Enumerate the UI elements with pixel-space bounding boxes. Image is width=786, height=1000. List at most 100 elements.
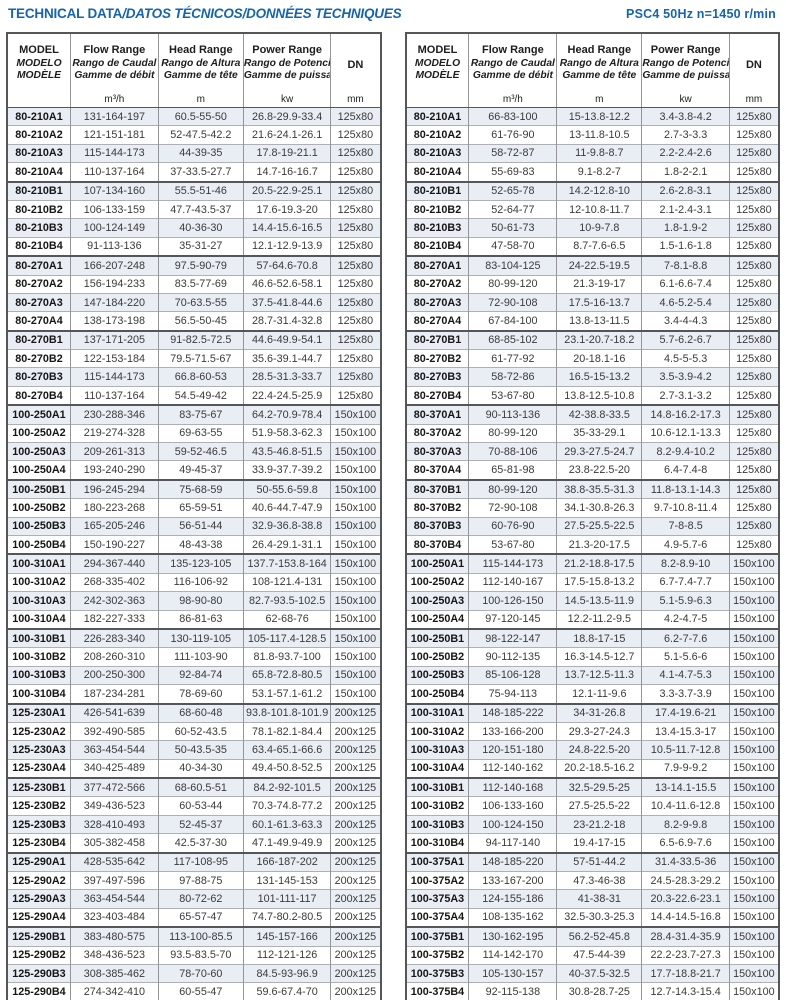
table-row: 125-290A1 428-535-642 117-108-95 166-187-20… [6, 851, 381, 872]
power-cell: 14.4-15.6-16.5 [242, 218, 332, 238]
table-row: 100-250A3 209-261-313 59-52-46.5 43.5-46.8-… [6, 442, 381, 461]
head-cell: 60-55-47 [157, 982, 244, 1000]
model-cell: 100-310B4 [6, 684, 71, 704]
model-cell: 80-210B1 [6, 180, 71, 201]
model-cell: 80-370A3 [404, 442, 470, 461]
flow-cell: 80-99-120 [468, 274, 558, 294]
flow-cell: 377-472-566 [69, 777, 159, 797]
power-cell: 4.1-4.7-5.3 [641, 665, 730, 685]
head-cell: 29.3-27-24.3 [556, 721, 643, 741]
model-cell: 125-230B3 [6, 814, 71, 834]
table-row: 100-250B1 196-245-294 75-68-59 50-55.6-59.8… [6, 478, 381, 499]
flow-cell: 61-77-92 [468, 349, 558, 368]
model-cell: 100-250A4 [404, 609, 470, 629]
col-header-flow: Flow Range Rango de Caudal Gamme de débi… [468, 33, 558, 91]
table-row: 100-250B1 98-122-147 18.8-17-15 6.2-7-7.6 15… [404, 627, 780, 648]
table-row: 125-230B3 328-410-493 52-45-37 60.1-61.3-63… [6, 814, 381, 834]
table-row: 80-270B3 58-72-86 16.5-15-13.2 3.5-3.9-4.2 1… [404, 367, 780, 387]
unit-model [6, 91, 71, 108]
power-cell: 8.2-9.4-10.2 [641, 442, 730, 461]
dn-cell: 125x80 [728, 218, 780, 238]
table-row: 80-210B1 52-65-78 14.2-12.8-10 2.6-2.8-3.1 1… [404, 180, 780, 201]
flow-cell: 133-167-200 [468, 871, 558, 890]
model-cell: 80-370B4 [404, 534, 470, 555]
model-cell: 80-270A2 [6, 274, 71, 294]
model-cell: 100-250B3 [6, 516, 71, 536]
table-row: 100-250B2 90-112-135 16.3-14.5-12.7 5.1-5.6… [404, 647, 780, 667]
flow-cell: 90-112-135 [468, 647, 558, 667]
table-row: 100-250A4 97-120-145 12.2-11.2-9.5 4.2-4.7-… [404, 609, 780, 629]
head-cell: 14.2-12.8-10 [556, 180, 643, 201]
head-cell: 13.8-13-11.5 [556, 311, 643, 331]
power-cell: 131-145-153 [242, 871, 332, 890]
flow-cell: 294-367-440 [69, 553, 159, 574]
flow-cell: 50-61-73 [468, 218, 558, 238]
dn-cell: 200x125 [330, 851, 381, 872]
power-cell: 6.5-6.9-7.6 [641, 833, 730, 853]
model-cell: 80-210B2 [6, 199, 71, 219]
table-row: 100-375A3 124-155-186 41-38-31 20.3-22.6-23… [404, 889, 780, 909]
table-row: 125-290B4 274-342-410 60-55-47 59.6-67.4-70… [6, 982, 381, 1000]
model-cell: 125-230B4 [6, 833, 71, 853]
dn-cell: 125x80 [330, 274, 381, 294]
model-cell: 100-250A3 [6, 442, 71, 461]
flow-cell: 348-436-523 [69, 945, 159, 965]
power-cell: 60.1-61.3-63.3 [242, 814, 332, 834]
table-row: 80-210A3 58-72-87 11-9.8-8.7 2.2-2.4-2.6 125… [404, 143, 780, 163]
right-table-body: 80-210A1 66-83-100 15-13.8-12.2 3.4-3.8-4.2… [404, 106, 780, 1000]
table-row: 80-270A3 147-184-220 70-63.5-55 37.5-41.8-4… [6, 292, 381, 312]
unit-dn: mm [330, 91, 381, 108]
table-row: 100-310B2 208-260-310 111-103-90 81.8-93.7-… [6, 647, 381, 667]
flow-cell: 108-135-162 [468, 907, 558, 928]
head-cell: 60-52-43.5 [157, 721, 244, 741]
dn-cell: 125x80 [330, 349, 381, 368]
head-cell: 13-11.8-10.5 [556, 125, 643, 145]
head-cell: 23-21.2-18 [556, 814, 643, 834]
table-row: 100-250B3 165-205-246 56-51-44 32.9-36.8-38… [6, 516, 381, 536]
dn-cell: 200x125 [330, 889, 381, 909]
flow-cell: 208-260-310 [69, 647, 159, 667]
col-header-dn: DN [330, 33, 381, 91]
flow-cell: 230-288-346 [69, 404, 159, 425]
left-table-header: MODEL MODELO MODÈLE Flow Range Rango de … [6, 33, 381, 108]
power-cell: 40.6-44.7-47.9 [242, 498, 332, 518]
head-cell: 86-81-63 [157, 609, 244, 629]
dn-cell: 200x125 [330, 907, 381, 928]
head-cell: 41-38-31 [556, 889, 643, 909]
flow-cell: 130-162-195 [468, 926, 558, 947]
head-cell: 38.8-35.5-31.3 [556, 478, 643, 499]
head-cell: 97-88-75 [157, 871, 244, 890]
power-cell: 1.8-1.9-2 [641, 218, 730, 238]
head-cell: 60-53-44 [157, 796, 244, 816]
power-cell: 3.4-3.8-4.2 [641, 106, 730, 126]
flow-label-en: Flow Range [83, 43, 146, 56]
power-cell: 6.1-6.6-7.4 [641, 274, 730, 294]
power-cell: 2.1-2.4-3.1 [641, 199, 730, 219]
flow-cell: 75-94-113 [468, 684, 558, 704]
dn-cell: 125x80 [330, 106, 381, 126]
dn-cell: 125x80 [728, 478, 780, 499]
dn-cell: 150x100 [728, 982, 780, 1000]
head-cell: 8.7-7.6-6.5 [556, 236, 643, 257]
dn-cell: 200x125 [330, 777, 381, 797]
dn-cell: 150x100 [728, 963, 780, 983]
table-row: 125-230B4 305-382-458 42.5-37-30 47.1-49.9-… [6, 833, 381, 853]
dn-cell: 150x100 [728, 553, 780, 574]
model-cell: 100-375A2 [404, 871, 470, 890]
model-cell: 80-370B2 [404, 498, 470, 518]
col-header-power: Power Range Rango de Potencia Gamme de p… [641, 33, 730, 91]
dn-cell: 150x100 [728, 871, 780, 890]
flow-cell: 305-382-458 [69, 833, 159, 853]
table-row: 80-270B3 115-144-173 66.8-60-53 28.5-31.3-3… [6, 367, 381, 387]
power-cell: 17.6-19.3-20 [242, 199, 332, 219]
power-cell: 84.2-92-101.5 [242, 777, 332, 797]
table-row: 100-310A1 148-185-222 34-31-26.8 17.4-19.6-… [404, 702, 780, 723]
model-cell: 100-310B4 [404, 833, 470, 853]
dn-cell: 150x100 [728, 833, 780, 853]
power-cell: 10.4-11.6-12.8 [641, 796, 730, 816]
dn-cell: 200x125 [330, 871, 381, 890]
power-cell: 2.7-3-3.3 [641, 125, 730, 145]
power-cell: 78.1-82.1-84.4 [242, 721, 332, 741]
flow-cell: 363-454-544 [69, 740, 159, 760]
power-cell: 93.8-101.8-101.9 [242, 702, 332, 723]
